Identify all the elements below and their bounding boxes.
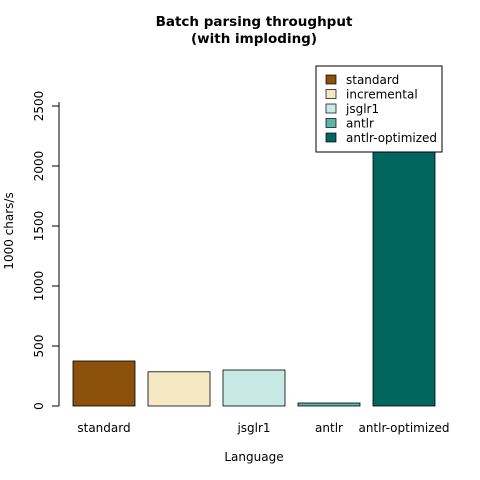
x-tick-label: standard: [77, 421, 130, 435]
x-axis-label: Language: [224, 450, 283, 464]
category-labels: standard jsglr1 antlr antlr-optimized: [77, 421, 449, 435]
y-axis-ticks: 0 500 1000 1500 2000 2500: [32, 91, 59, 410]
legend-label: incremental: [346, 88, 418, 102]
y-tick-label: 2000: [32, 151, 46, 182]
bar-antlr: [297, 402, 361, 407]
chart-title: Batch parsing throughput: [156, 14, 353, 30]
bar-jsglr1: [222, 369, 286, 407]
bar-standard: [72, 360, 136, 407]
legend-label: jsglr1: [345, 102, 379, 116]
y-axis-label: 1000 chars/s: [2, 192, 16, 269]
x-tick-label: antlr: [315, 421, 343, 435]
legend-swatch-antlr: [325, 118, 337, 128]
y-tick-label: 0: [32, 402, 46, 410]
legend-label: antlr: [346, 117, 374, 131]
y-tick-label: 500: [32, 335, 46, 358]
chart-subtitle: (with imploding): [191, 31, 317, 47]
legend-label: standard: [346, 73, 399, 87]
bar-incremental: [147, 371, 211, 407]
y-tick-label: 1000: [32, 271, 46, 302]
legend: standardincrementaljsglr1antlrantlr-opti…: [315, 65, 443, 153]
legend-label: antlr-optimized: [346, 131, 437, 145]
x-tick-label: jsglr1: [236, 421, 270, 435]
legend-swatch-standard: [325, 74, 337, 85]
legend-swatch-incremental: [325, 89, 337, 99]
x-tick-label: antlr-optimized: [358, 421, 449, 435]
y-tick-label: 1500: [32, 211, 46, 242]
y-tick-label: 2500: [32, 91, 46, 122]
legend-box: [315, 65, 443, 153]
legend-swatch-antlr-optimized: [325, 132, 337, 143]
legend-swatch-jsglr1: [325, 103, 337, 114]
